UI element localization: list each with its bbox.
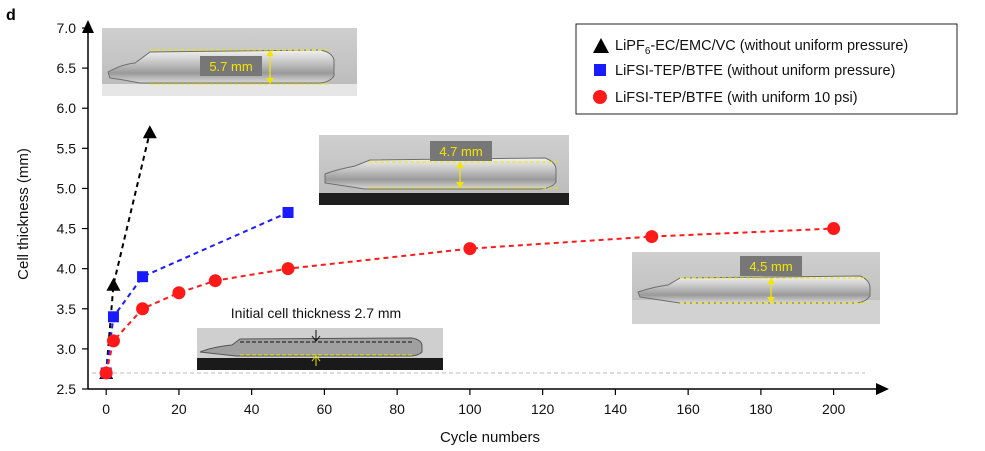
data-point <box>137 271 149 283</box>
legend-lipf6-part-1: LiPF <box>615 38 645 54</box>
data-point <box>463 242 477 256</box>
y-tick-label: 4.0 <box>57 261 77 277</box>
panel-label: d <box>6 7 16 24</box>
photo-label-4-7mm: 4.7 mm <box>439 144 482 159</box>
x-tick-label: 20 <box>171 401 187 417</box>
photo-label-5-7mm: 5.7 mm <box>209 59 252 74</box>
data-point <box>106 334 120 348</box>
x-tick-label: 40 <box>244 401 260 417</box>
legend-label-lipf6: LiPF6-EC/EMC/VC (without uniform pressur… <box>615 38 908 57</box>
legend: LiPF6-EC/EMC/VC (without uniform pressur… <box>575 23 958 115</box>
x-tick-label: 180 <box>749 401 773 417</box>
y-tick-label: 2.5 <box>57 381 77 397</box>
data-point <box>281 262 295 276</box>
data-point <box>282 207 294 219</box>
y-tick-label: 3.0 <box>57 341 77 357</box>
legend-marker-triangle <box>593 38 609 53</box>
photo-inset-initial: Initial cell thickness 2.7 mm <box>197 300 443 370</box>
x-tick-label: 140 <box>604 401 628 417</box>
x-tick-label: 200 <box>822 401 846 417</box>
data-point <box>645 230 659 244</box>
data-point <box>172 286 186 300</box>
legend-marker-square <box>594 64 606 76</box>
x-axis-title: Cycle numbers <box>440 429 540 446</box>
y-tick-label: 6.5 <box>57 60 77 76</box>
y-axis-title: Cell thickness (mm) <box>15 148 32 280</box>
x-tick-label: 60 <box>317 401 333 417</box>
y-tick-label: 5.5 <box>57 140 77 156</box>
y-tick-label: 6.0 <box>57 100 77 116</box>
y-tick-label: 7.0 <box>57 20 77 36</box>
legend-lipf6-part-2: -EC/EMC/VC (without uniform pressure) <box>650 38 908 54</box>
data-point <box>106 277 121 291</box>
photo-label-4-5mm: 4.5 mm <box>749 259 792 274</box>
photo-inset-4-5mm: 4.5 mm <box>632 252 880 324</box>
legend-marker-circle <box>593 90 607 104</box>
photo-inset-4-7mm: 4.7 mm <box>319 135 569 205</box>
photo-inset-5-7mm: 5.7 mm <box>102 28 357 96</box>
data-point <box>827 222 841 236</box>
x-tick-label: 120 <box>531 401 555 417</box>
y-ticks: 2.5 3.0 3.5 4.0 4.5 5.0 5.5 6.0 6.5 7.0 <box>57 20 88 397</box>
legend-lipf6-subscript: 6 <box>645 46 651 57</box>
x-tick-label: 80 <box>389 401 405 417</box>
data-point <box>208 274 222 288</box>
x-tick-label: 160 <box>676 401 700 417</box>
series-layer <box>99 125 841 380</box>
data-point <box>142 125 157 139</box>
x-axis-arrow <box>876 383 889 395</box>
y-tick-label: 5.0 <box>57 180 77 196</box>
y-tick-label: 4.5 <box>57 221 77 237</box>
data-point <box>136 302 150 316</box>
initial-thickness-label: Initial cell thickness 2.7 mm <box>231 305 401 321</box>
x-ticks: 0 20 40 60 80 100 120 140 160 180 200 <box>102 389 846 417</box>
data-point <box>99 366 113 380</box>
axes <box>82 20 889 395</box>
x-tick-label: 100 <box>458 401 482 417</box>
data-point <box>107 311 119 323</box>
legend-label-lifsi-10psi: LiFSI-TEP/BTFE (with uniform 10 psi) <box>615 90 858 106</box>
y-tick-label: 3.5 <box>57 301 77 317</box>
legend-box <box>575 23 958 115</box>
y-axis-arrow <box>82 20 94 33</box>
legend-label-lifsi-no-pressure: LiFSI-TEP/BTFE (without uniform pressure… <box>615 63 895 79</box>
series-circle <box>99 222 841 380</box>
x-tick-label: 0 <box>102 401 110 417</box>
